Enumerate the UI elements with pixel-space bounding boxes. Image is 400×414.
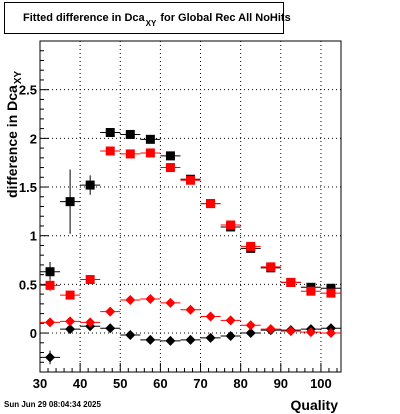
square-marker <box>85 275 95 285</box>
square-marker <box>105 146 115 156</box>
square-marker <box>45 280 55 290</box>
square-marker <box>145 134 155 144</box>
x-tick-label: 100 <box>310 376 332 391</box>
diamond-marker <box>205 311 216 322</box>
diamond-marker <box>185 334 196 345</box>
x-tick-label: 40 <box>73 376 87 391</box>
diamond-marker <box>305 327 316 338</box>
square-marker <box>206 199 216 209</box>
chart-title-main: Fitted difference in Dca <box>23 12 145 24</box>
square-marker <box>105 128 115 138</box>
diamond-marker <box>185 304 196 315</box>
square-marker <box>286 277 296 287</box>
diamond-marker <box>245 320 256 331</box>
y-axis-label: difference in DcaXY <box>4 71 24 198</box>
diamond-marker <box>245 328 256 339</box>
diamond-marker <box>105 306 116 317</box>
y-tick-label: 2.5 <box>19 83 37 98</box>
square-marker <box>125 129 135 139</box>
diamond-marker <box>105 323 116 334</box>
x-tick-label: 50 <box>113 376 127 391</box>
square-marker <box>125 149 135 159</box>
diamond-marker <box>125 294 136 305</box>
y-tick-label: 1 <box>30 229 37 244</box>
square-marker <box>326 283 336 293</box>
square-marker <box>306 286 316 296</box>
diamond-marker <box>145 293 156 304</box>
diamond-marker <box>165 297 176 308</box>
diamond-marker <box>225 315 236 326</box>
diamond-marker <box>65 316 76 327</box>
x-tick-label: 80 <box>233 376 247 391</box>
diamond-marker <box>225 330 236 341</box>
diamond-marker <box>205 332 216 343</box>
title-box: Fitted difference in DcaXY for Global Rec… <box>4 2 291 34</box>
chart-title: Fitted difference in DcaXY for Global Rec… <box>23 12 291 28</box>
y-axis-label-text: difference in Dca <box>4 85 20 198</box>
square-marker <box>65 197 75 207</box>
y-tick-label: 0 <box>30 326 37 341</box>
square-marker <box>186 175 195 185</box>
square-marker <box>165 163 175 173</box>
timestamp: Sun Jun 29 08:04:34 2025 <box>4 400 101 409</box>
square-marker <box>326 288 336 298</box>
y-tick-label: 1.5 <box>19 180 37 195</box>
diamond-marker <box>45 317 56 328</box>
square-marker <box>246 241 256 251</box>
diamond-marker <box>65 324 76 335</box>
square-marker <box>85 180 95 190</box>
diamond-marker <box>45 352 56 363</box>
diamond-marker <box>125 330 136 341</box>
diamond-marker <box>145 334 156 345</box>
chart-title-suffix: for Global Rec All NoHits <box>160 12 291 24</box>
diamond-marker <box>165 335 176 346</box>
diamond-marker <box>285 326 296 337</box>
square-marker <box>165 151 175 161</box>
square-marker <box>266 262 276 272</box>
y-tick-label: 0.5 <box>19 277 37 292</box>
x-tick-label: 70 <box>193 376 207 391</box>
y-axis-label-subscript: XY <box>13 70 24 85</box>
square-marker <box>45 267 55 277</box>
x-axis-label: Quality <box>290 397 338 413</box>
chart-title-subscript: XY <box>145 19 157 28</box>
square-marker <box>145 148 155 158</box>
square-marker <box>65 290 75 300</box>
x-tick-label: 60 <box>153 376 167 391</box>
x-tick-label: 30 <box>33 376 47 391</box>
diamond-marker <box>265 324 276 335</box>
x-tick-label: 90 <box>274 376 288 391</box>
y-tick-label: 2 <box>30 131 37 146</box>
square-marker <box>226 220 236 230</box>
diamond-marker <box>85 317 96 328</box>
diamond-marker <box>325 328 336 339</box>
